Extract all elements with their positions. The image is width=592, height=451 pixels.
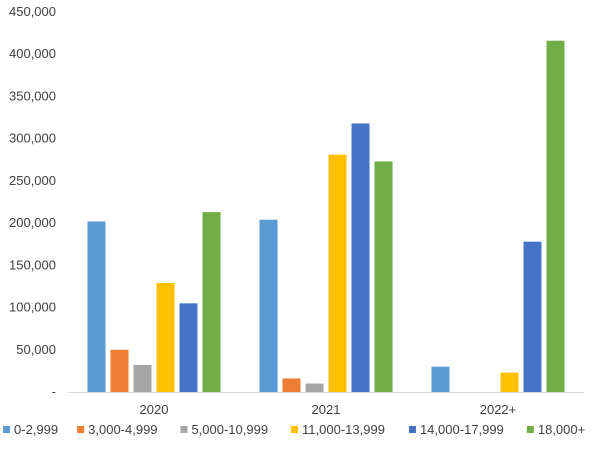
bar-2022-series-4 bbox=[523, 241, 542, 392]
y-tick-label: 450,000 bbox=[9, 4, 56, 19]
legend-swatch bbox=[408, 426, 416, 433]
bar-2020-series-0 bbox=[87, 221, 106, 392]
y-tick-label: 400,000 bbox=[9, 46, 56, 61]
bar-2020-series-1 bbox=[110, 349, 129, 392]
bar-2021-series-5 bbox=[374, 161, 393, 392]
x-tick-label: 2022+ bbox=[480, 402, 517, 417]
bar-2020-series-3 bbox=[156, 283, 175, 392]
y-tick-label: 200,000 bbox=[9, 215, 56, 230]
bar-2022-series-5 bbox=[546, 40, 565, 392]
legend-label: 11,000-13,999 bbox=[302, 422, 385, 437]
legend-label: 14,000-17,999 bbox=[420, 422, 504, 437]
bar-2021-series-2 bbox=[305, 383, 324, 392]
y-tick-label: 250,000 bbox=[9, 173, 56, 188]
bar-2020-series-2 bbox=[133, 364, 152, 392]
x-tick-label: 2021 bbox=[312, 402, 341, 417]
y-tick-label: - bbox=[52, 384, 56, 399]
y-tick-label: 150,000 bbox=[9, 257, 56, 272]
bar-2020-series-4 bbox=[179, 303, 198, 392]
legend-label: 3,000-4,999 bbox=[88, 422, 157, 437]
legend: 0-2,999 3,000-4,999 5,000-10,999 11,000-13,… bbox=[3, 422, 585, 437]
bar-2021-series-3 bbox=[328, 154, 347, 392]
bars bbox=[87, 40, 565, 392]
legend-swatch bbox=[180, 426, 188, 433]
bar-2022-series-3 bbox=[500, 372, 519, 392]
y-tick-label: 300,000 bbox=[9, 131, 56, 146]
bar-2022-series-0 bbox=[431, 366, 450, 392]
legend-label: 18,000+ bbox=[538, 422, 585, 437]
legend-swatch bbox=[291, 426, 299, 433]
legend-label: 0-2,999 bbox=[14, 422, 58, 437]
x-tick-label: 2020 bbox=[140, 402, 169, 417]
y-tick-label: 350,000 bbox=[9, 88, 56, 103]
y-tick-label: 50,000 bbox=[16, 342, 56, 357]
y-axis-ticks: - 50,000 100,000 150,000 200,000 250,000 300,0… bbox=[9, 4, 56, 399]
legend-label: 5,000-10,999 bbox=[191, 422, 268, 437]
y-tick-label: 100,000 bbox=[9, 300, 56, 315]
bar-2020-series-5 bbox=[202, 212, 221, 392]
bar-2021-series-0 bbox=[259, 219, 278, 392]
x-axis-ticks: 2020 2021 2022+ bbox=[140, 402, 517, 417]
legend-swatch bbox=[526, 426, 534, 433]
bar-2021-series-4 bbox=[351, 123, 370, 392]
bar-2021-series-1 bbox=[282, 378, 301, 392]
legend-swatch bbox=[3, 426, 11, 433]
legend-swatch bbox=[77, 426, 85, 433]
